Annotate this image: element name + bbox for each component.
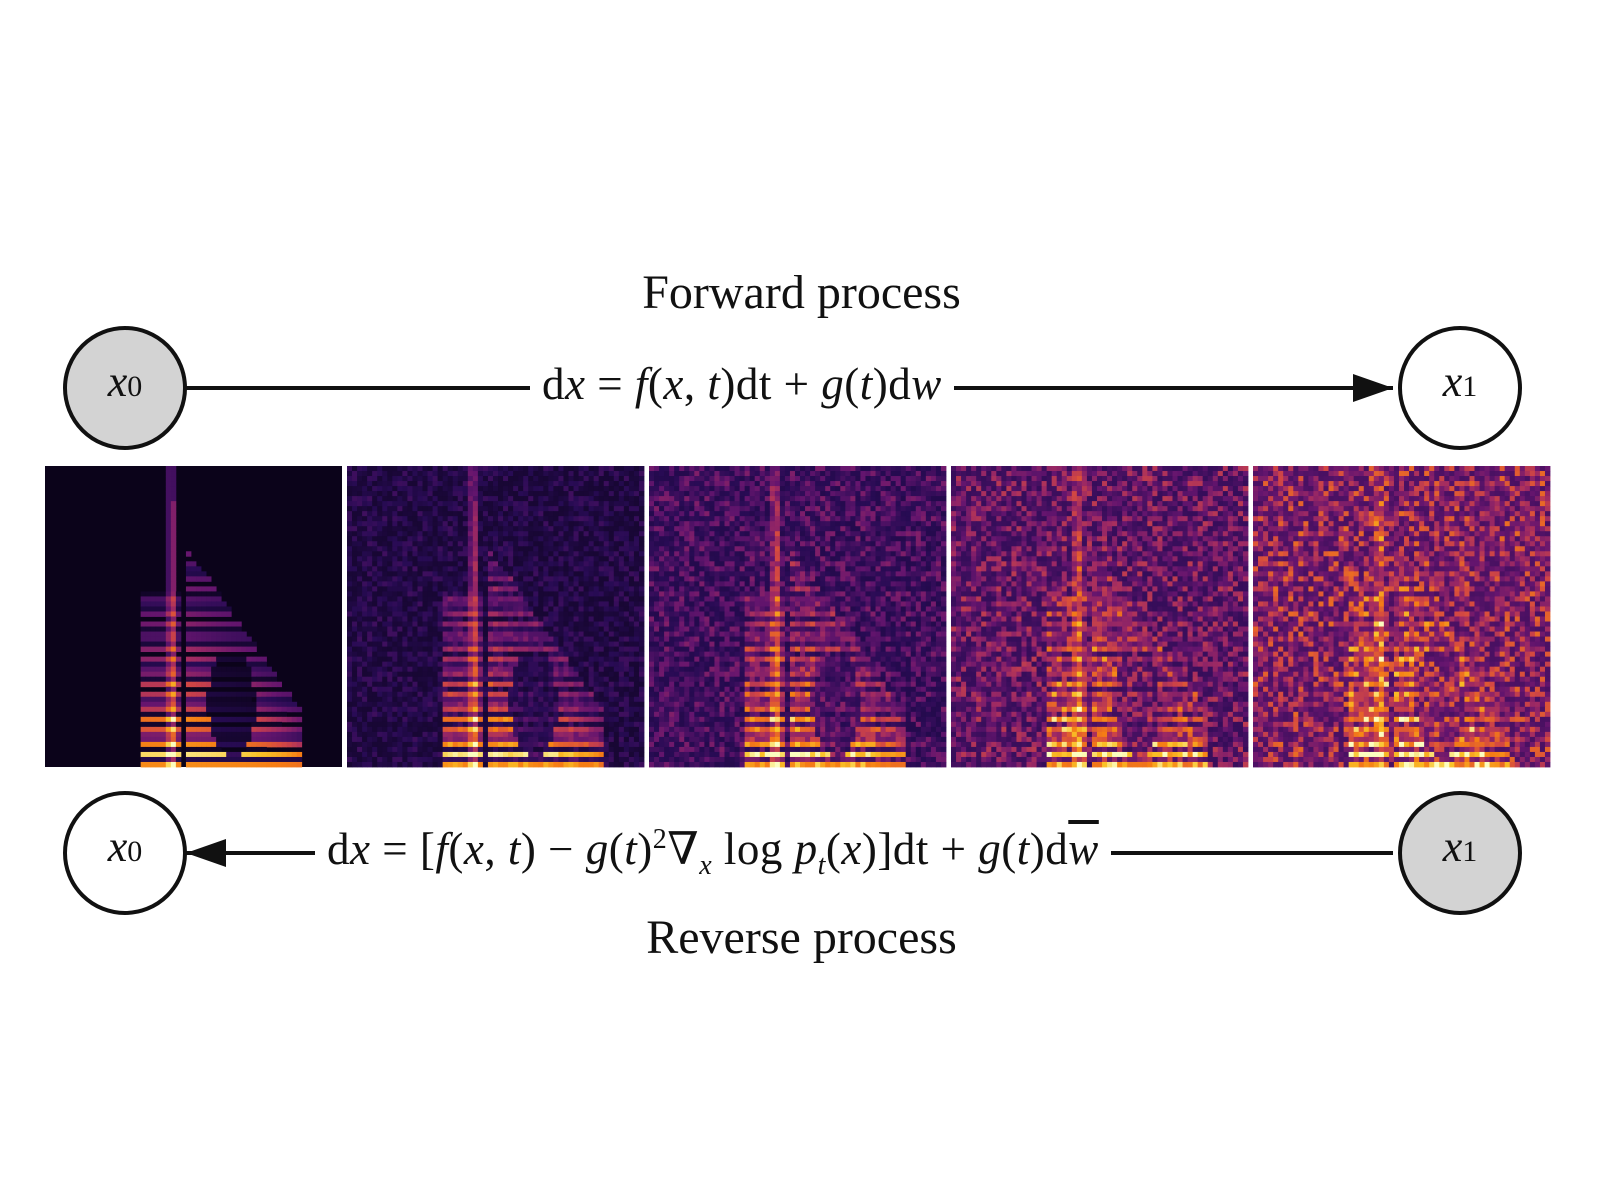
spectrogram-panel-5 bbox=[1253, 466, 1551, 768]
spectrogram-panel-3 bbox=[649, 466, 947, 768]
reverse-end-label: x0 bbox=[107, 822, 143, 871]
forward-process-title: Forward process bbox=[642, 266, 961, 319]
forward-end-label: x1 bbox=[1442, 357, 1478, 406]
spectrogram-panel-4 bbox=[951, 466, 1249, 768]
forward-start-node bbox=[63, 326, 187, 450]
reverse-start-node bbox=[1398, 791, 1522, 915]
reverse-process-title: Reverse process bbox=[646, 911, 957, 964]
forward-end-node bbox=[1398, 326, 1522, 450]
forward-sde-equation: dx = f(x, t)dt + g(t)dw bbox=[530, 358, 954, 410]
reverse-sde-equation: dx = [f(x, t) − g(t)2∇x log pt(x)]dt + g… bbox=[315, 822, 1111, 882]
forward-start-label: x0 bbox=[107, 357, 143, 406]
spectrogram-strip bbox=[45, 466, 1551, 768]
spectrogram-panel-2 bbox=[347, 466, 645, 768]
reverse-end-node bbox=[63, 791, 187, 915]
spectrogram-panel-1 bbox=[45, 466, 342, 768]
reverse-start-label: x1 bbox=[1442, 822, 1478, 871]
